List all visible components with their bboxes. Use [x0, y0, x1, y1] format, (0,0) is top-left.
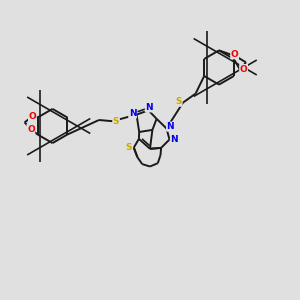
Text: N: N	[167, 122, 174, 131]
Text: S: S	[176, 97, 182, 106]
Text: S: S	[125, 143, 132, 152]
Text: N: N	[129, 109, 136, 118]
Text: O: O	[240, 64, 248, 74]
Text: O: O	[231, 50, 239, 59]
Text: O: O	[27, 124, 35, 134]
Text: O: O	[28, 112, 36, 121]
Text: N: N	[170, 135, 178, 144]
Text: S: S	[113, 117, 119, 126]
Text: N: N	[145, 103, 153, 112]
